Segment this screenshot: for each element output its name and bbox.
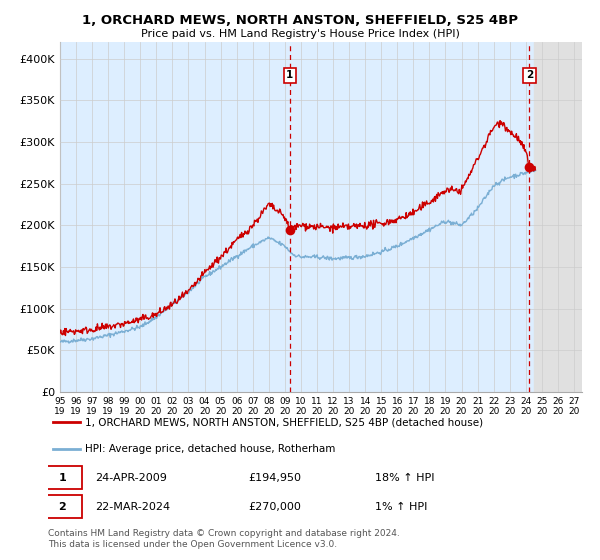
- Text: 2: 2: [526, 70, 533, 80]
- Bar: [534, 42, 582, 392]
- Text: £194,950: £194,950: [248, 473, 302, 483]
- Text: Price paid vs. HM Land Registry's House Price Index (HPI): Price paid vs. HM Land Registry's House …: [140, 29, 460, 39]
- Text: 1: 1: [286, 70, 293, 80]
- Text: 1, ORCHARD MEWS, NORTH ANSTON, SHEFFIELD, S25 4BP: 1, ORCHARD MEWS, NORTH ANSTON, SHEFFIELD…: [82, 14, 518, 27]
- Text: 1, ORCHARD MEWS, NORTH ANSTON, SHEFFIELD, S25 4BP (detached house): 1, ORCHARD MEWS, NORTH ANSTON, SHEFFIELD…: [85, 417, 483, 427]
- Text: 24-APR-2009: 24-APR-2009: [95, 473, 167, 483]
- Text: HPI: Average price, detached house, Rotherham: HPI: Average price, detached house, Roth…: [85, 444, 335, 454]
- Text: £270,000: £270,000: [248, 502, 302, 512]
- Bar: [60, 42, 534, 392]
- Text: 1% ↑ HPI: 1% ↑ HPI: [376, 502, 428, 512]
- Bar: [534, 42, 582, 392]
- Text: 2: 2: [58, 502, 66, 512]
- Text: 18% ↑ HPI: 18% ↑ HPI: [376, 473, 435, 483]
- FancyBboxPatch shape: [43, 496, 82, 518]
- Text: Contains HM Land Registry data © Crown copyright and database right 2024.
This d: Contains HM Land Registry data © Crown c…: [48, 529, 400, 549]
- Text: 22-MAR-2024: 22-MAR-2024: [95, 502, 170, 512]
- Text: 1: 1: [58, 473, 66, 483]
- FancyBboxPatch shape: [43, 466, 82, 489]
